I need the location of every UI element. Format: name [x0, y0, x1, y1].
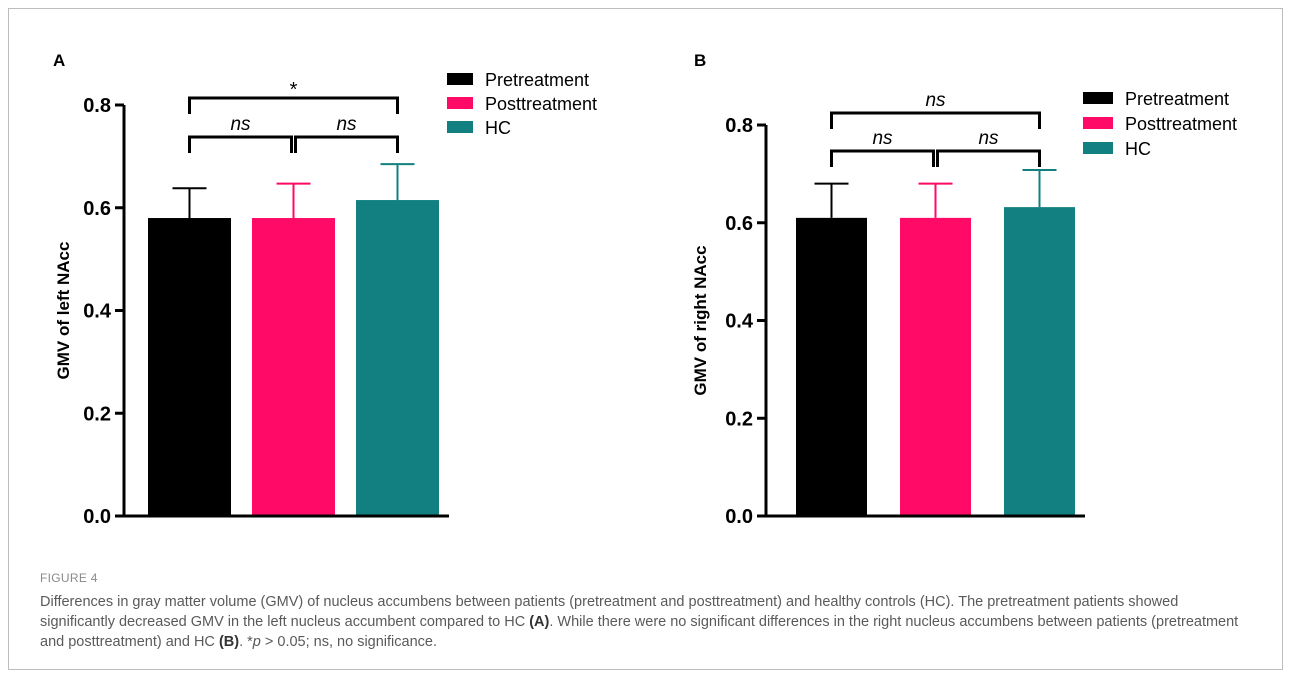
- legend-swatch: [1083, 117, 1113, 129]
- panel-a: A 0.0 0.2 0.4 0.6 0.8 GMV of left NAcc ns ns * Pre…: [53, 51, 597, 528]
- caption-ref-b: (B): [218, 634, 240, 650]
- y-tick-label: 0.2: [83, 403, 111, 425]
- significance-bracket: [936, 149, 1041, 167]
- significance-label: *: [290, 79, 298, 101]
- y-tick-label: 0.6: [725, 213, 753, 235]
- legend-label: HC: [1125, 139, 1151, 159]
- bar-posttreatment: [252, 218, 335, 516]
- legend-swatch: [447, 73, 473, 85]
- figure-charts: A 0.0 0.2 0.4 0.6 0.8 GMV of left NAcc ns ns * Pre…: [53, 51, 1237, 528]
- y-axis-label: GMV of right NAcc: [691, 245, 710, 395]
- significance-bracket: [188, 96, 399, 114]
- panel-letter: A: [53, 51, 65, 70]
- bar-hc: [1004, 207, 1075, 517]
- figure-label: FIGURE 4: [40, 571, 98, 585]
- legend-swatch: [1083, 142, 1113, 154]
- significance-label: ns: [336, 114, 357, 135]
- significance-label: ns: [230, 114, 251, 135]
- significance-bracket: [188, 135, 293, 153]
- y-tick-label: 0.4: [83, 301, 112, 323]
- bar-hc: [356, 200, 439, 516]
- panel-letter: B: [694, 51, 706, 70]
- legend-swatch: [447, 121, 473, 133]
- y-axis-label: GMV of left NAcc: [54, 242, 73, 380]
- caption-text-2: . While there were no significant differ…: [40, 614, 1239, 650]
- caption-text-3: . *: [239, 634, 253, 650]
- figure-caption: Differences in gray matter volume (GMV) …: [40, 592, 1255, 652]
- caption-ref-a: (A): [529, 614, 550, 630]
- legend-swatch: [1083, 92, 1113, 104]
- bar-pretreatment: [148, 218, 231, 516]
- legend-label: Pretreatment: [1125, 89, 1229, 109]
- significance-bracket: [294, 135, 399, 153]
- significance-label: ns: [925, 90, 946, 111]
- significance-bracket: [830, 149, 935, 167]
- legend-label: Posttreatment: [485, 94, 597, 114]
- bar-pretreatment: [796, 217, 867, 517]
- y-tick-label: 0.6: [83, 198, 111, 220]
- panel-b: B 0.0 0.2 0.4 0.6 0.8 GMV of right NAcc ns ns ns P…: [691, 51, 1237, 528]
- significance-label: ns: [978, 128, 999, 149]
- significance-label: ns: [872, 128, 893, 149]
- significance-bracket: [830, 111, 1041, 129]
- caption-text-1: Differences in gray matter volume (GMV) …: [40, 594, 1179, 630]
- legend-label: Posttreatment: [1125, 114, 1237, 134]
- y-tick-label: 0.2: [725, 408, 753, 430]
- legend-swatch: [447, 97, 473, 109]
- y-tick-label: 0.0: [83, 506, 111, 528]
- legend-label: Pretreatment: [485, 70, 589, 90]
- caption-p-symbol: p: [252, 634, 261, 650]
- bar-posttreatment: [900, 217, 971, 517]
- y-tick-label: 0.8: [725, 115, 753, 137]
- y-tick-label: 0.4: [725, 311, 754, 333]
- caption-text-4: > 0.05; ns, no significance.: [260, 634, 437, 650]
- y-tick-label: 0.8: [83, 95, 111, 117]
- y-tick-label: 0.0: [725, 506, 753, 528]
- legend-label: HC: [485, 118, 511, 138]
